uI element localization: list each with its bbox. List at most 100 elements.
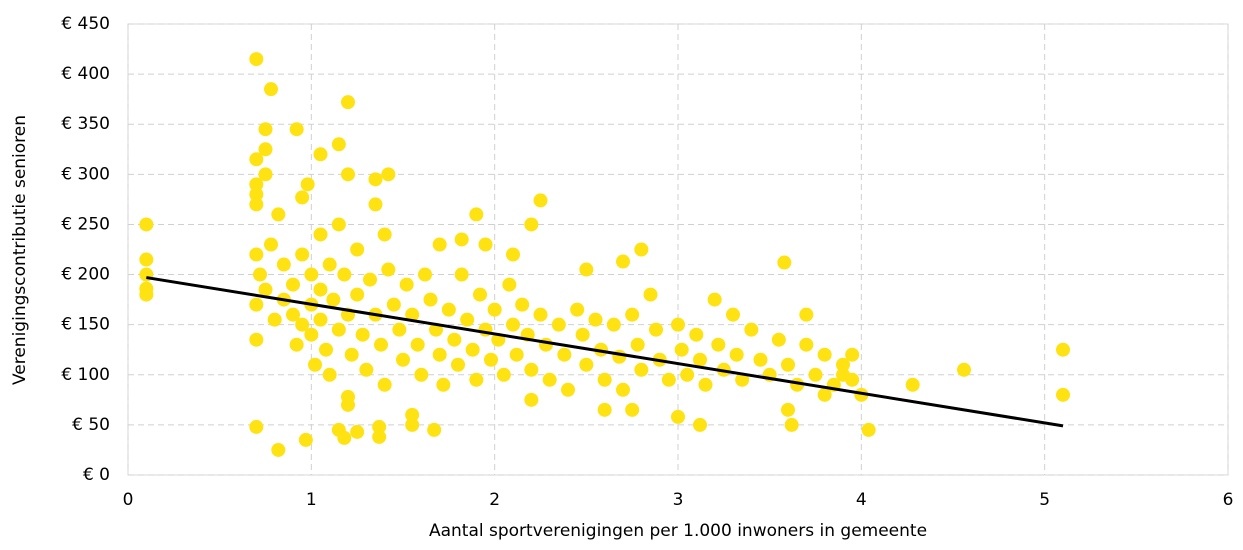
scatter-point — [337, 430, 352, 445]
scatter-point — [836, 357, 850, 372]
scatter-point — [322, 367, 337, 382]
scatter-point — [341, 389, 355, 404]
scatter-point — [579, 262, 594, 277]
scatter-point — [363, 272, 377, 287]
scatter-point — [693, 352, 707, 367]
scatter-point — [344, 347, 359, 362]
scatter-point — [744, 322, 759, 337]
scatter-point — [509, 347, 524, 362]
scatter-point — [139, 252, 154, 267]
y-tick-label: € 450 — [61, 14, 110, 34]
scatter-point — [350, 242, 365, 257]
scatter-point — [436, 377, 451, 392]
scatter-point — [630, 337, 645, 352]
scatter-point — [506, 247, 520, 262]
y-tick-label: € 0 — [83, 465, 110, 485]
scatter-point — [258, 142, 273, 157]
scatter-point — [784, 417, 799, 432]
scatter-point — [359, 362, 374, 377]
scatter-point — [542, 372, 557, 387]
scatter-point — [533, 307, 548, 322]
scatter-point — [249, 152, 264, 167]
scatter-point — [671, 409, 685, 424]
scatter-point — [368, 197, 383, 212]
scatter-point — [643, 287, 658, 302]
scatter-point — [570, 302, 585, 317]
scatter-point — [845, 372, 860, 387]
scatter-point — [799, 307, 814, 322]
scatter-point — [405, 417, 420, 432]
scatter-point — [308, 357, 322, 372]
scatter-point — [313, 312, 328, 327]
scatter-point — [341, 167, 355, 182]
scatter-point — [707, 292, 722, 307]
scatter-point — [258, 282, 273, 297]
x-tick-label: 4 — [856, 490, 867, 510]
scatter-point — [533, 193, 548, 208]
scatter-point — [711, 337, 726, 352]
scatter-point — [661, 372, 676, 387]
scatter-point — [331, 137, 346, 152]
scatter-point — [905, 377, 920, 392]
scatter-point — [680, 367, 695, 382]
scatter-point — [845, 347, 860, 362]
scatter-point — [249, 297, 264, 312]
x-tick-label: 3 — [673, 490, 684, 510]
y-axis-label: Verenigingscontributie senioren — [10, 115, 30, 385]
scatter-point — [799, 337, 814, 352]
scatter-point — [551, 317, 566, 332]
scatter-point — [726, 307, 740, 322]
scatter-point — [414, 367, 429, 382]
scatter-point — [249, 177, 264, 192]
scatter-point — [372, 419, 387, 434]
scatter-point — [817, 347, 832, 362]
scatter-point — [957, 362, 971, 377]
scatter-point — [405, 307, 420, 322]
scatter-point — [399, 277, 414, 292]
scatter-point — [465, 342, 480, 357]
scatter-point — [432, 237, 447, 252]
scatter-point — [249, 187, 264, 202]
scatter-point — [524, 392, 539, 407]
scatter-point — [271, 207, 286, 222]
scatter-point — [423, 292, 438, 307]
scatter-point — [634, 362, 649, 377]
scatter-point — [368, 172, 383, 187]
scatter-point — [753, 352, 768, 367]
scatter-point — [304, 327, 319, 342]
scatter-point — [469, 372, 484, 387]
scatter-point — [473, 287, 487, 302]
scatter-point — [300, 177, 315, 192]
scatter-point — [295, 247, 310, 262]
scatter-point — [454, 232, 469, 247]
scatter-point — [249, 52, 264, 67]
y-tick-label: € 250 — [61, 214, 110, 234]
x-tick-label: 0 — [123, 490, 134, 510]
scatter-point — [304, 267, 319, 282]
scatter-point — [1056, 387, 1070, 402]
scatter-point — [289, 122, 304, 137]
scatter-point — [729, 347, 744, 362]
scatter-point — [597, 402, 612, 417]
scatter-point — [350, 424, 365, 439]
scatter-point — [405, 407, 420, 422]
scatter-point — [649, 322, 663, 337]
y-tick-label: € 50 — [72, 415, 110, 435]
y-tick-label: € 350 — [61, 114, 110, 134]
scatter-point — [597, 372, 612, 387]
y-tick-label: € 400 — [61, 64, 110, 84]
scatter-point — [634, 242, 649, 257]
scatter-point — [386, 297, 401, 312]
scatter-point — [735, 372, 750, 387]
scatter-point — [258, 122, 273, 137]
scatter-point — [484, 352, 498, 367]
scatter-point — [460, 312, 475, 327]
scatter-point — [264, 82, 278, 97]
scatter-point — [771, 332, 786, 347]
scatter-point — [524, 217, 539, 232]
scatter-point — [139, 287, 154, 302]
scatter-point — [396, 352, 410, 367]
scatter-point — [355, 327, 370, 342]
scatter-point — [410, 337, 425, 352]
scatter-point — [561, 382, 575, 397]
